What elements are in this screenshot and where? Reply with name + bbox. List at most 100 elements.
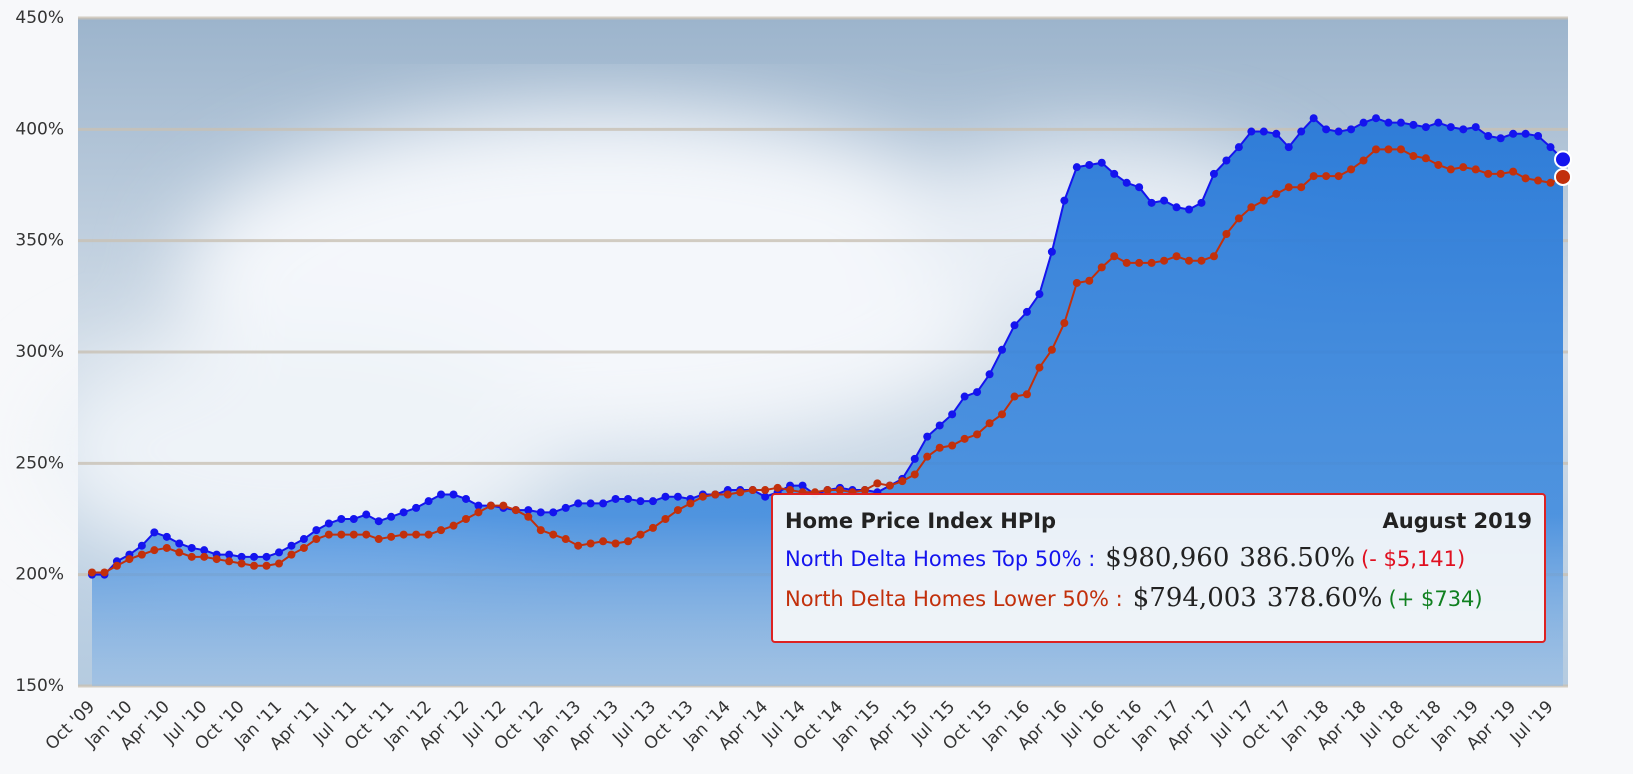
- point: [424, 497, 433, 506]
- point: [1384, 145, 1393, 154]
- point: [1546, 143, 1555, 152]
- point: [786, 486, 795, 495]
- y-tick-label: 300%: [15, 342, 64, 362]
- point: [1309, 114, 1318, 123]
- point: [1247, 203, 1256, 212]
- point: [935, 443, 944, 452]
- point: [910, 470, 919, 479]
- point: [200, 546, 209, 555]
- point: [1384, 118, 1393, 127]
- point: [661, 492, 670, 501]
- point: [1197, 256, 1206, 265]
- point: [337, 515, 346, 523]
- tooltip-date: August 2019: [1382, 509, 1532, 533]
- point: [985, 370, 994, 379]
- point: [1072, 163, 1081, 172]
- point: [549, 530, 558, 539]
- point: [1147, 198, 1156, 207]
- point: [1434, 160, 1443, 169]
- point: [324, 519, 333, 528]
- point: [1396, 118, 1405, 127]
- point: [1160, 196, 1169, 205]
- point: [349, 515, 358, 523]
- point: [1272, 189, 1281, 198]
- point: [1247, 127, 1256, 136]
- point: [399, 530, 408, 539]
- point: [1197, 198, 1206, 207]
- point: [736, 488, 745, 497]
- point: [1022, 390, 1031, 399]
- point: [274, 548, 283, 557]
- point: [137, 550, 146, 559]
- point: [898, 477, 907, 486]
- point: [1509, 129, 1518, 138]
- point: [1334, 127, 1343, 136]
- point: [636, 497, 645, 506]
- point: [1347, 165, 1356, 174]
- point: [474, 501, 483, 510]
- point: [574, 541, 583, 550]
- point: [960, 434, 969, 443]
- point: [561, 503, 570, 512]
- point: [274, 559, 283, 568]
- point: [948, 410, 957, 419]
- point: [586, 499, 595, 508]
- point: [337, 530, 346, 539]
- point: [225, 550, 234, 559]
- point: [1135, 258, 1144, 267]
- point: [449, 490, 458, 499]
- point: [374, 517, 383, 526]
- point: [1234, 143, 1243, 152]
- point: [1446, 165, 1455, 174]
- y-tick-label: 450%: [15, 8, 64, 28]
- point: [486, 501, 495, 510]
- tooltip: Home Price Index HPIp August 2019 North …: [771, 493, 1546, 643]
- point: [873, 479, 882, 488]
- point: [1085, 160, 1094, 169]
- point: [1322, 172, 1331, 181]
- point: [1496, 169, 1505, 178]
- point: [1022, 307, 1031, 316]
- point: [823, 486, 832, 495]
- point: [1409, 152, 1418, 161]
- point: [387, 532, 396, 541]
- point: [960, 392, 969, 401]
- point: [661, 515, 670, 523]
- point: [1209, 169, 1218, 178]
- point: [910, 454, 919, 463]
- point: [524, 506, 533, 515]
- point: [860, 486, 869, 495]
- point: [1322, 125, 1331, 134]
- point: [449, 521, 458, 530]
- tooltip-change: (- $5,141): [1361, 547, 1466, 571]
- point: [1209, 252, 1218, 261]
- point: [362, 530, 371, 539]
- point: [673, 506, 682, 515]
- point: [1185, 256, 1194, 265]
- point: [923, 432, 932, 441]
- point: [1110, 169, 1119, 178]
- point: [1521, 174, 1530, 183]
- point: [923, 452, 932, 461]
- point: [237, 559, 246, 568]
- point: [1421, 123, 1430, 132]
- point: [362, 510, 371, 519]
- point: [374, 535, 383, 544]
- point: [1546, 178, 1555, 187]
- point: [549, 508, 558, 517]
- point: [1284, 183, 1293, 192]
- tooltip-price: $794,003: [1132, 583, 1257, 613]
- point: [461, 515, 470, 523]
- point: [1085, 276, 1094, 285]
- point: [711, 490, 720, 499]
- point: [1509, 167, 1518, 176]
- point: [611, 494, 620, 503]
- tooltip-title: Home Price Index HPIp: [785, 509, 1057, 533]
- point: [1409, 120, 1418, 129]
- point: [437, 490, 446, 499]
- point: [1534, 176, 1543, 185]
- point: [1471, 165, 1480, 174]
- point: [1484, 132, 1493, 141]
- point: [1222, 156, 1231, 165]
- y-tick-label: 350%: [15, 231, 64, 251]
